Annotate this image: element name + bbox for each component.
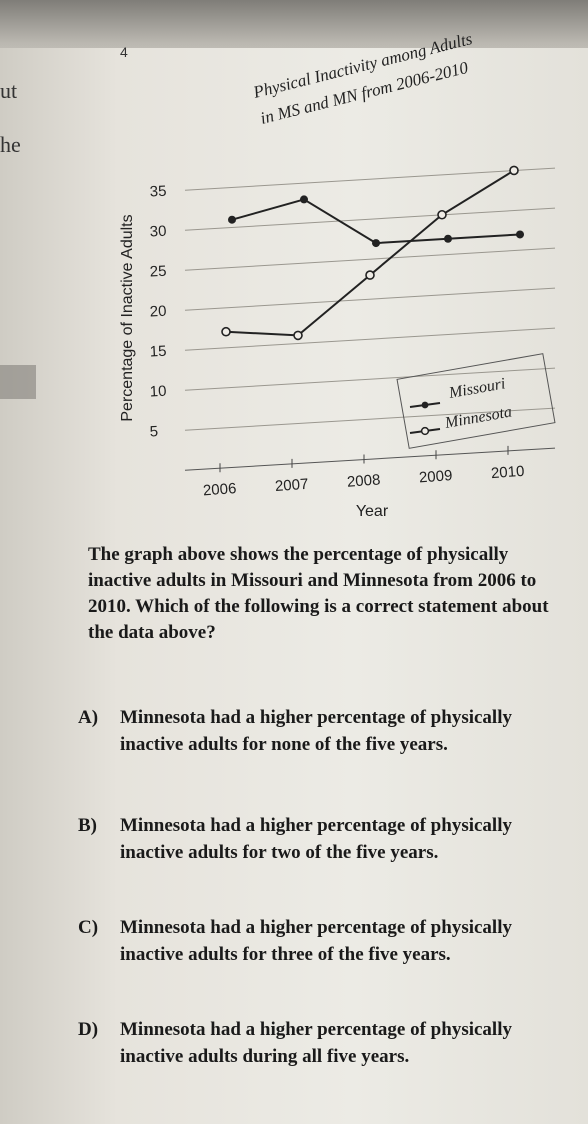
x-tick-label-2009: 2009 [418, 467, 452, 486]
y-tick-label-25: 25 [149, 263, 167, 281]
choice-text-c: Minnesota had a higher percentage of phy… [120, 917, 512, 965]
gridline-5 [184, 407, 556, 431]
answer-choice-d[interactable]: D) Minnesota had a higher percentage of … [78, 1016, 558, 1070]
choice-letter-d: D) [78, 1019, 99, 1040]
legend-label-minnesota: Minnesota [443, 403, 513, 432]
legend-marker-minnesota [420, 426, 430, 436]
gridline-20 [184, 287, 556, 311]
data-point-minnesota-2006 [221, 326, 231, 337]
choice-text-b: Minnesota had a higher percentage of phy… [120, 815, 512, 863]
chart-axes: 5 10 15 20 25 30 35 2006 2007 2008 2009 2010 [149, 183, 556, 499]
legend-marker-missouri [421, 401, 429, 409]
binder-edge [0, 365, 36, 399]
y-axis-label: Percentage of Inactive Adults [119, 214, 136, 421]
chart-series [221, 165, 524, 341]
choice-text-a: Minnesota had a higher percentage of phy… [120, 707, 512, 755]
data-point-missouri-2008 [372, 239, 380, 248]
data-point-minnesota-2008 [365, 270, 375, 280]
chart-grid [184, 167, 556, 431]
x-tick-label-2010: 2010 [490, 463, 524, 482]
choice-letter-b: B) [78, 815, 97, 836]
gridline-30 [184, 207, 556, 231]
data-point-missouri-2010 [516, 230, 524, 239]
gridline-15 [184, 327, 556, 351]
data-point-missouri-2006 [228, 215, 236, 224]
gridline-25 [184, 247, 556, 271]
y-tick-label-35: 35 [149, 183, 167, 201]
data-point-minnesota-2010 [509, 165, 519, 176]
data-point-minnesota-2009 [437, 209, 447, 220]
y-tick-label-5: 5 [149, 423, 158, 440]
choice-letter-c: C) [78, 917, 99, 938]
answer-choice-b[interactable]: B) Minnesota had a higher percentage of … [78, 812, 558, 866]
data-point-minnesota-2007 [293, 330, 303, 341]
x-tick-label-2007: 2007 [274, 476, 308, 495]
paper-sheet [0, 48, 588, 1124]
legend-box [396, 353, 556, 449]
answer-choice-c[interactable]: C) Minnesota had a higher percentage of … [78, 914, 558, 968]
page-number: 4 [120, 44, 128, 60]
x-tick-label-2006: 2006 [202, 480, 236, 499]
chart-legend: Missouri Minnesota [396, 353, 556, 449]
data-point-missouri-2009 [444, 234, 452, 243]
y-tick-label-10: 10 [149, 383, 167, 401]
margin-fragment-2: he [0, 132, 21, 157]
choice-text-d: Minnesota had a higher percentage of phy… [120, 1019, 512, 1067]
gridline-35 [184, 167, 556, 191]
answer-choice-a[interactable]: A) Minnesota had a higher percentage of … [78, 704, 558, 758]
legend-label-missouri: Missouri [447, 375, 507, 402]
question-stem: The graph above shows the percentage of … [88, 544, 549, 643]
x-tick-label-2008: 2008 [346, 471, 380, 490]
data-point-missouri-2007 [300, 195, 308, 204]
y-tick-label-20: 20 [149, 303, 167, 321]
y-tick-label-15: 15 [149, 343, 167, 361]
x-axis-line [184, 447, 556, 471]
y-tick-label-30: 30 [149, 223, 167, 241]
x-axis-label: Year [356, 503, 389, 520]
series-line-missouri [231, 198, 521, 245]
gridline-10 [184, 367, 556, 391]
choice-letter-a: A) [78, 707, 99, 728]
margin-fragment-1: ut [0, 78, 18, 103]
